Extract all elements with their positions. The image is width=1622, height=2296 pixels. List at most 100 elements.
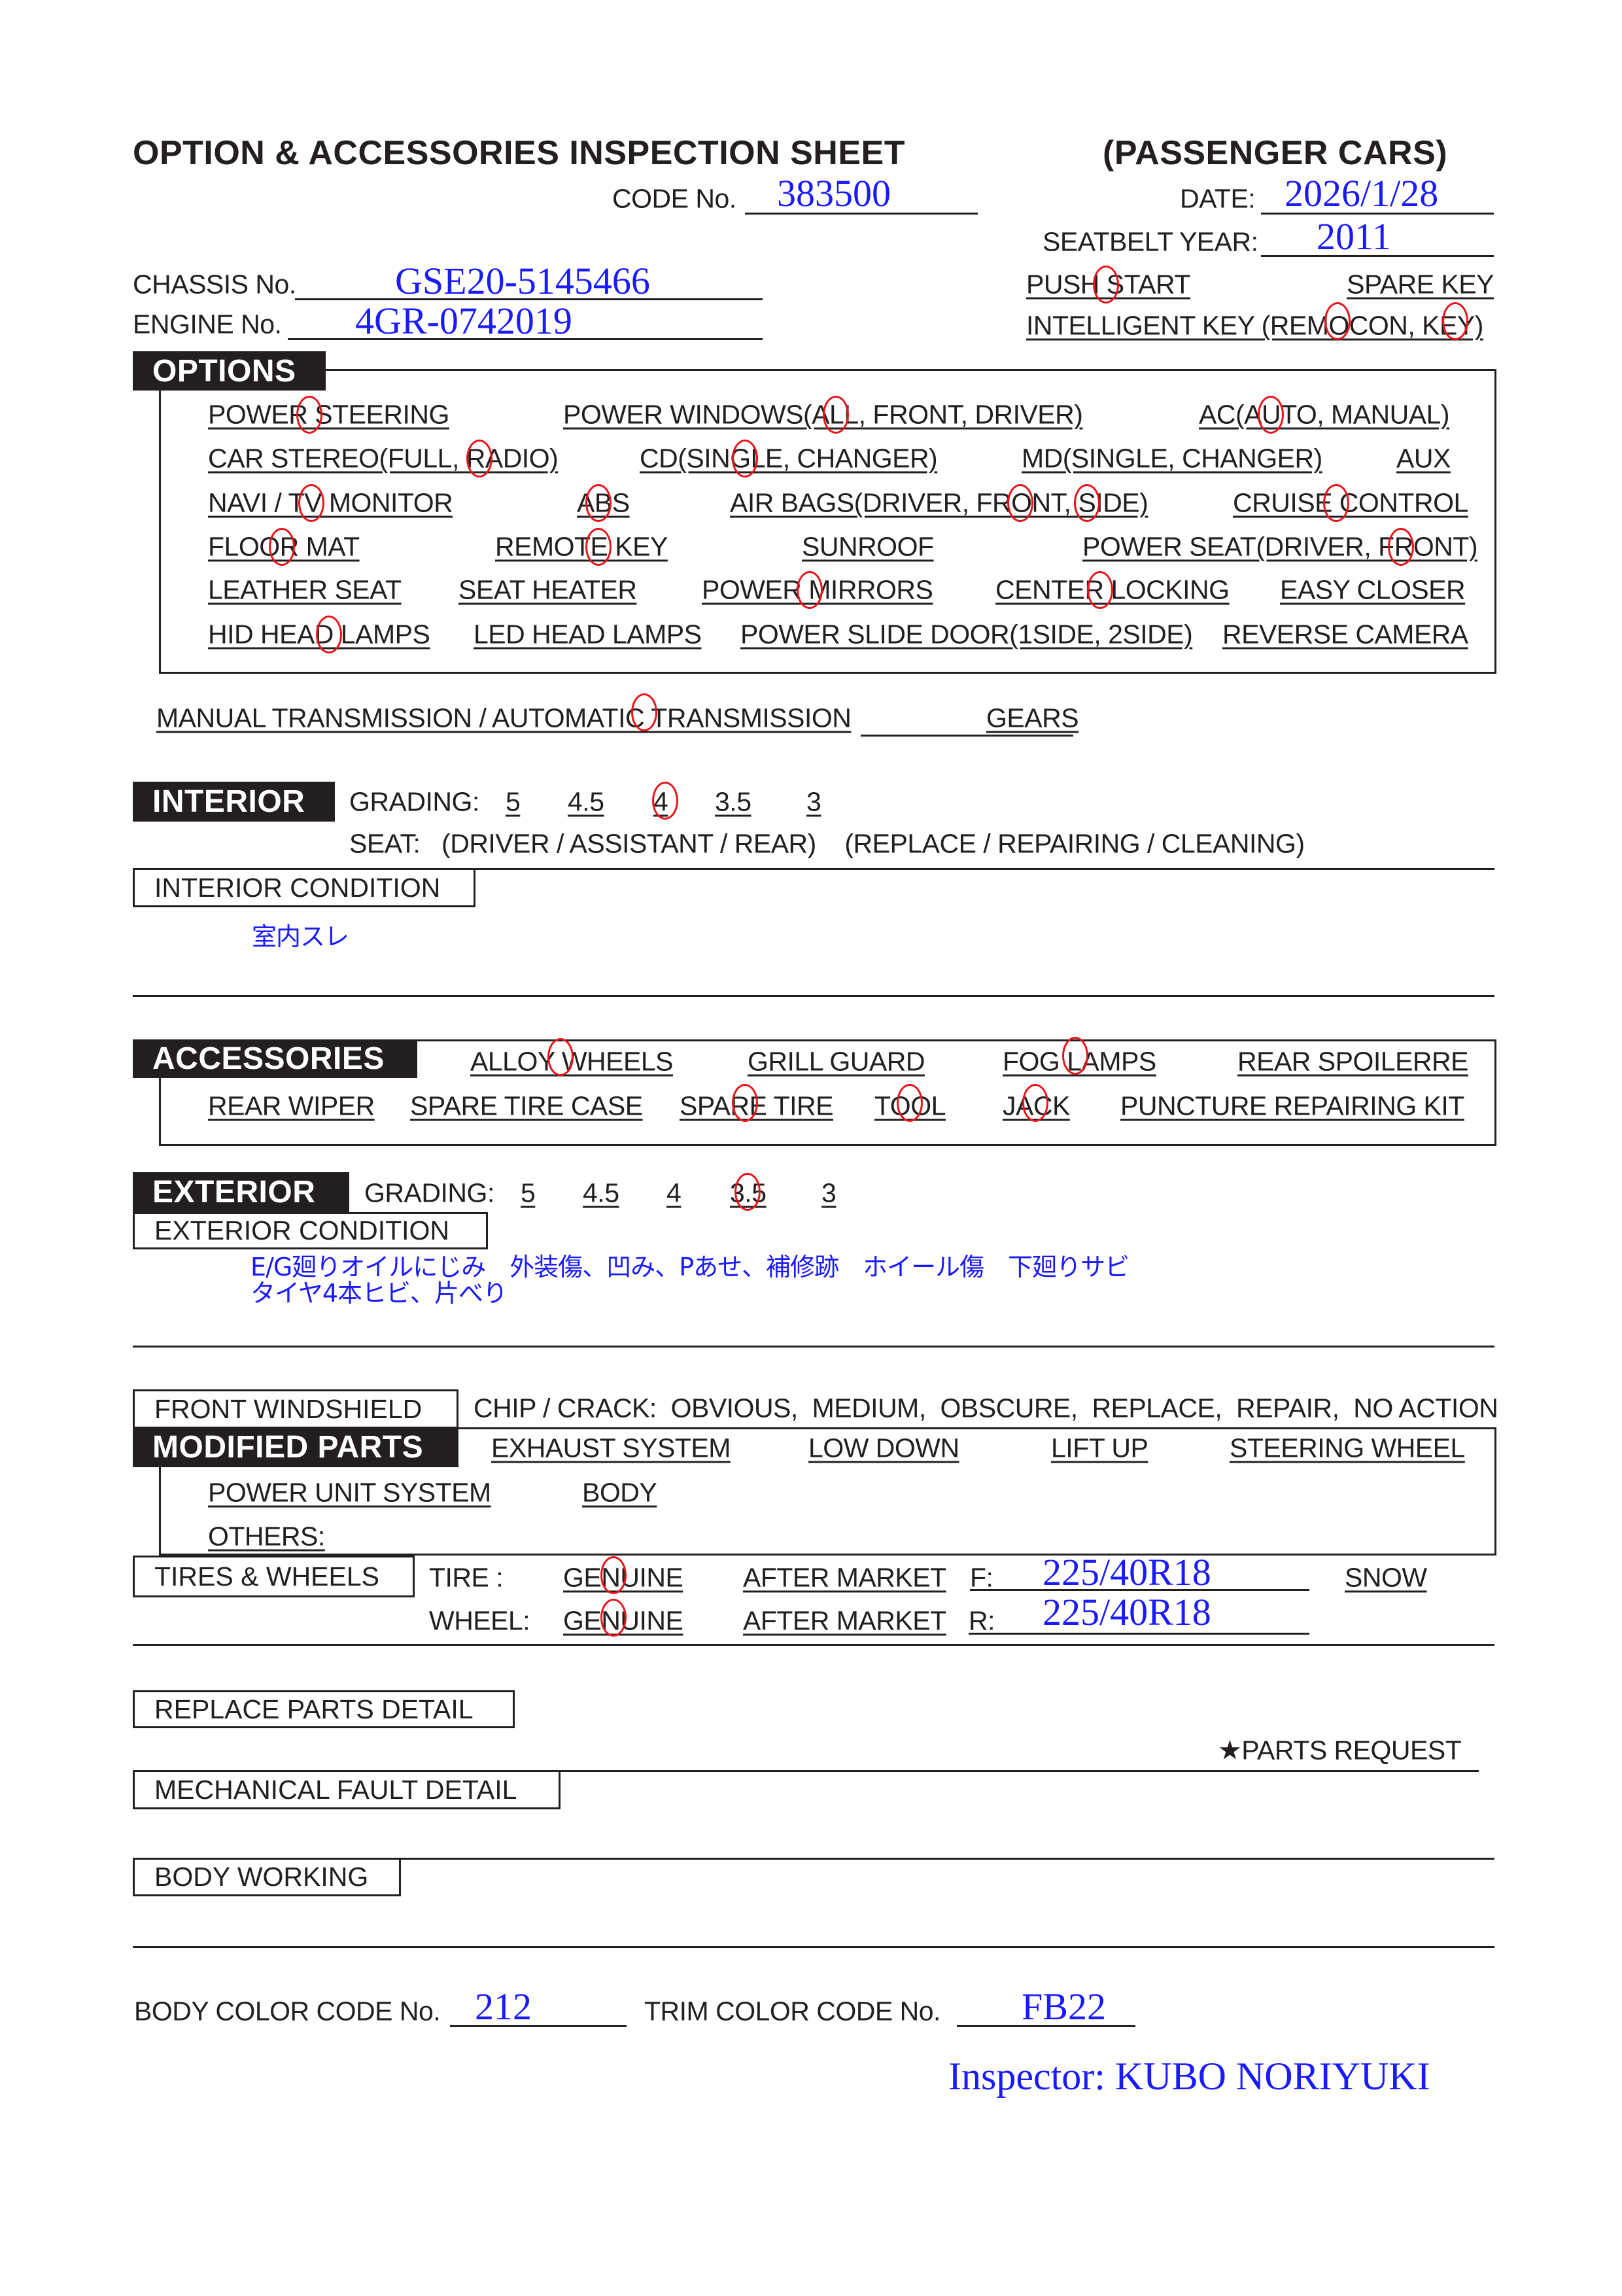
- option-item[interactable]: LED HEAD LAMPS: [474, 619, 702, 650]
- accessories-label: ACCESSORIES: [133, 1039, 417, 1078]
- option-item[interactable]: AUX: [1396, 443, 1451, 474]
- accessory-item[interactable]: REAR SPOILERRE: [1237, 1046, 1469, 1077]
- option-item[interactable]: POWER WINDOWS(ALL, FRONT, DRIVER): [563, 399, 1083, 430]
- exterior-grade[interactable]: 3.5: [730, 1177, 767, 1208]
- accessories-box: [159, 1039, 1496, 1146]
- tire-label: TIRE :: [429, 1562, 504, 1593]
- option-item[interactable]: CRUISE CONTROL: [1233, 487, 1468, 518]
- snow-option[interactable]: SNOW: [1345, 1562, 1427, 1593]
- option-item[interactable]: CENTER LOCKING: [995, 574, 1230, 605]
- option-item[interactable]: FLOOR MAT: [208, 531, 360, 562]
- engine-label: ENGINE No.: [133, 309, 282, 339]
- mechanical-fault-label: MECHANICAL FAULT DETAIL: [133, 1770, 561, 1809]
- options-label: OPTIONS: [133, 351, 326, 391]
- date-value[interactable]: 2026/1/28: [1285, 172, 1439, 215]
- option-item[interactable]: SEAT HEATER: [458, 574, 637, 605]
- chassis-label: CHASSIS No.: [133, 269, 296, 300]
- accessory-item[interactable]: GRILL GUARD: [748, 1046, 925, 1077]
- accessory-item[interactable]: ALLOY WHEELS: [470, 1046, 674, 1077]
- parts-request-label: ★PARTS REQUEST: [1218, 1735, 1462, 1765]
- option-item[interactable]: POWER SLIDE DOOR(1SIDE, 2SIDE): [740, 619, 1193, 650]
- modified-item[interactable]: EXHAUST SYSTEM: [491, 1433, 731, 1463]
- option-item[interactable]: AIR BAGS(DRIVER, FRONT, SIDE): [730, 487, 1148, 518]
- code-value[interactable]: 383500: [777, 172, 891, 215]
- rear-tire-size[interactable]: 225/40R18: [1043, 1591, 1211, 1633]
- option-item[interactable]: POWER SEAT(DRIVER, FRONT): [1082, 531, 1478, 562]
- accessory-item[interactable]: SPARE TIRE CASE: [410, 1090, 643, 1121]
- exterior-grading-label: GRADING:: [364, 1177, 494, 1208]
- push-start-option[interactable]: PUSH START: [1026, 269, 1190, 300]
- tire-genuine[interactable]: GENUINE: [563, 1562, 683, 1593]
- seatbelt-year-label: SEATBELT YEAR:: [1043, 226, 1258, 257]
- interior-condition-text[interactable]: 室内スレ: [252, 922, 349, 951]
- option-item[interactable]: ABS: [577, 487, 630, 518]
- option-item[interactable]: EASY CLOSER: [1280, 574, 1466, 605]
- date-label: DATE:: [1180, 183, 1256, 214]
- option-item[interactable]: HID HEAD LAMPS: [208, 619, 430, 650]
- wheel-after-market[interactable]: AFTER MARKET: [743, 1605, 946, 1636]
- chassis-value[interactable]: GSE20-5145466: [395, 260, 650, 302]
- interior-condition-label: INTERIOR CONDITION: [133, 868, 475, 907]
- modified-parts-box: [159, 1427, 1496, 1556]
- exterior-grade[interactable]: 4: [666, 1177, 682, 1208]
- option-item[interactable]: CAR STEREO(FULL, RADIO): [208, 443, 559, 474]
- exterior-grade[interactable]: 5: [521, 1177, 536, 1208]
- interior-grading-label: GRADING:: [349, 786, 479, 817]
- interior-grade[interactable]: 5: [506, 786, 521, 817]
- windshield-options[interactable]: CHIP / CRACK: OBVIOUS, MEDIUM, OBSCURE, …: [474, 1393, 1498, 1423]
- options-box: [159, 369, 1496, 674]
- transmission-option[interactable]: MANUAL TRANSMISSION / AUTOMATIC TRANSMIS…: [156, 703, 852, 733]
- modified-item[interactable]: BODY: [582, 1477, 657, 1508]
- option-item[interactable]: POWER STEERING: [208, 399, 449, 430]
- front-tire-size[interactable]: 225/40R18: [1043, 1551, 1211, 1593]
- accessory-item[interactable]: SPARE TIRE: [680, 1090, 834, 1121]
- exterior-grade[interactable]: 3: [821, 1177, 837, 1208]
- exterior-grade[interactable]: 4.5: [583, 1177, 619, 1208]
- trim-color-label: TRIM COLOR CODE No.: [644, 1996, 940, 2026]
- accessory-item[interactable]: FOG LAMPS: [1003, 1046, 1156, 1077]
- accessory-item[interactable]: TOOL: [874, 1090, 946, 1121]
- spare-key-option[interactable]: SPARE KEY: [1347, 269, 1494, 300]
- exterior-condition-line[interactable]: E/G廻りオイルにじみ 外装傷、凹み、Pあせ、補修跡 ホイール傷 下廻りサビ: [250, 1253, 1130, 1281]
- modified-parts-label: MODIFIED PARTS: [133, 1427, 458, 1467]
- accessory-item[interactable]: REAR WIPER: [208, 1090, 375, 1121]
- exterior-label: EXTERIOR: [133, 1172, 349, 1212]
- front-windshield-label: FRONT WINDSHIELD: [133, 1389, 458, 1429]
- wheel-genuine[interactable]: GENUINE: [563, 1605, 683, 1636]
- body-color-label: BODY COLOR CODE No.: [134, 1996, 441, 2026]
- option-item[interactable]: REVERSE CAMERA: [1222, 619, 1468, 650]
- modified-item[interactable]: LOW DOWN: [808, 1433, 959, 1463]
- interior-grade[interactable]: 4.5: [568, 786, 604, 817]
- wheel-label: WHEEL:: [429, 1605, 530, 1636]
- option-item[interactable]: NAVI / TV MONITOR: [208, 487, 453, 518]
- accessory-item[interactable]: PUNCTURE REPAIRING KIT: [1120, 1090, 1464, 1121]
- code-label: CODE No.: [612, 183, 736, 214]
- engine-value[interactable]: 4GR-0742019: [355, 300, 572, 342]
- seatbelt-year-value[interactable]: 2011: [1317, 215, 1391, 258]
- gears-label: GEARS: [986, 703, 1079, 733]
- body-color-value[interactable]: 212: [475, 1985, 532, 2028]
- modified-item[interactable]: STEERING WHEEL: [1230, 1433, 1465, 1463]
- option-item[interactable]: AC(AUTO, MANUAL): [1199, 399, 1450, 430]
- option-item[interactable]: CD(SINGLE, CHANGER): [640, 443, 938, 474]
- modified-item[interactable]: POWER UNIT SYSTEM: [208, 1477, 491, 1508]
- seat-line: SEAT: (DRIVER / ASSISTANT / REAR) (REPLA…: [349, 828, 1305, 859]
- option-item[interactable]: LEATHER SEAT: [208, 574, 402, 605]
- accessory-item[interactable]: JACK: [1003, 1090, 1070, 1121]
- modified-item[interactable]: LIFT UP: [1051, 1433, 1148, 1463]
- interior-grade[interactable]: 3: [806, 786, 821, 817]
- tire-after-market[interactable]: AFTER MARKET: [743, 1562, 946, 1593]
- trim-color-value[interactable]: FB22: [1022, 1985, 1106, 2028]
- option-item[interactable]: REMOTE KEY: [495, 531, 668, 562]
- option-item[interactable]: POWER MIRRORS: [702, 574, 933, 605]
- exterior-condition-line[interactable]: タイヤ4本ヒビ、片べり: [250, 1279, 508, 1308]
- option-item[interactable]: SUNROOF: [802, 531, 934, 562]
- intelligent-key-option[interactable]: INTELLIGENT KEY (REMOCON, KEY): [1026, 310, 1483, 341]
- option-item[interactable]: MD(SINGLE, CHANGER): [1022, 443, 1322, 474]
- exterior-condition-label: EXTERIOR CONDITION: [133, 1212, 488, 1249]
- interior-grade[interactable]: 3.5: [715, 786, 751, 817]
- inspector-name: Inspector: KUBO NORIYUKI: [948, 2055, 1430, 2098]
- rear-label: R:: [969, 1605, 995, 1636]
- interior-grade[interactable]: 4: [653, 786, 668, 817]
- body-working-label: BODY WORKING: [133, 1858, 401, 1896]
